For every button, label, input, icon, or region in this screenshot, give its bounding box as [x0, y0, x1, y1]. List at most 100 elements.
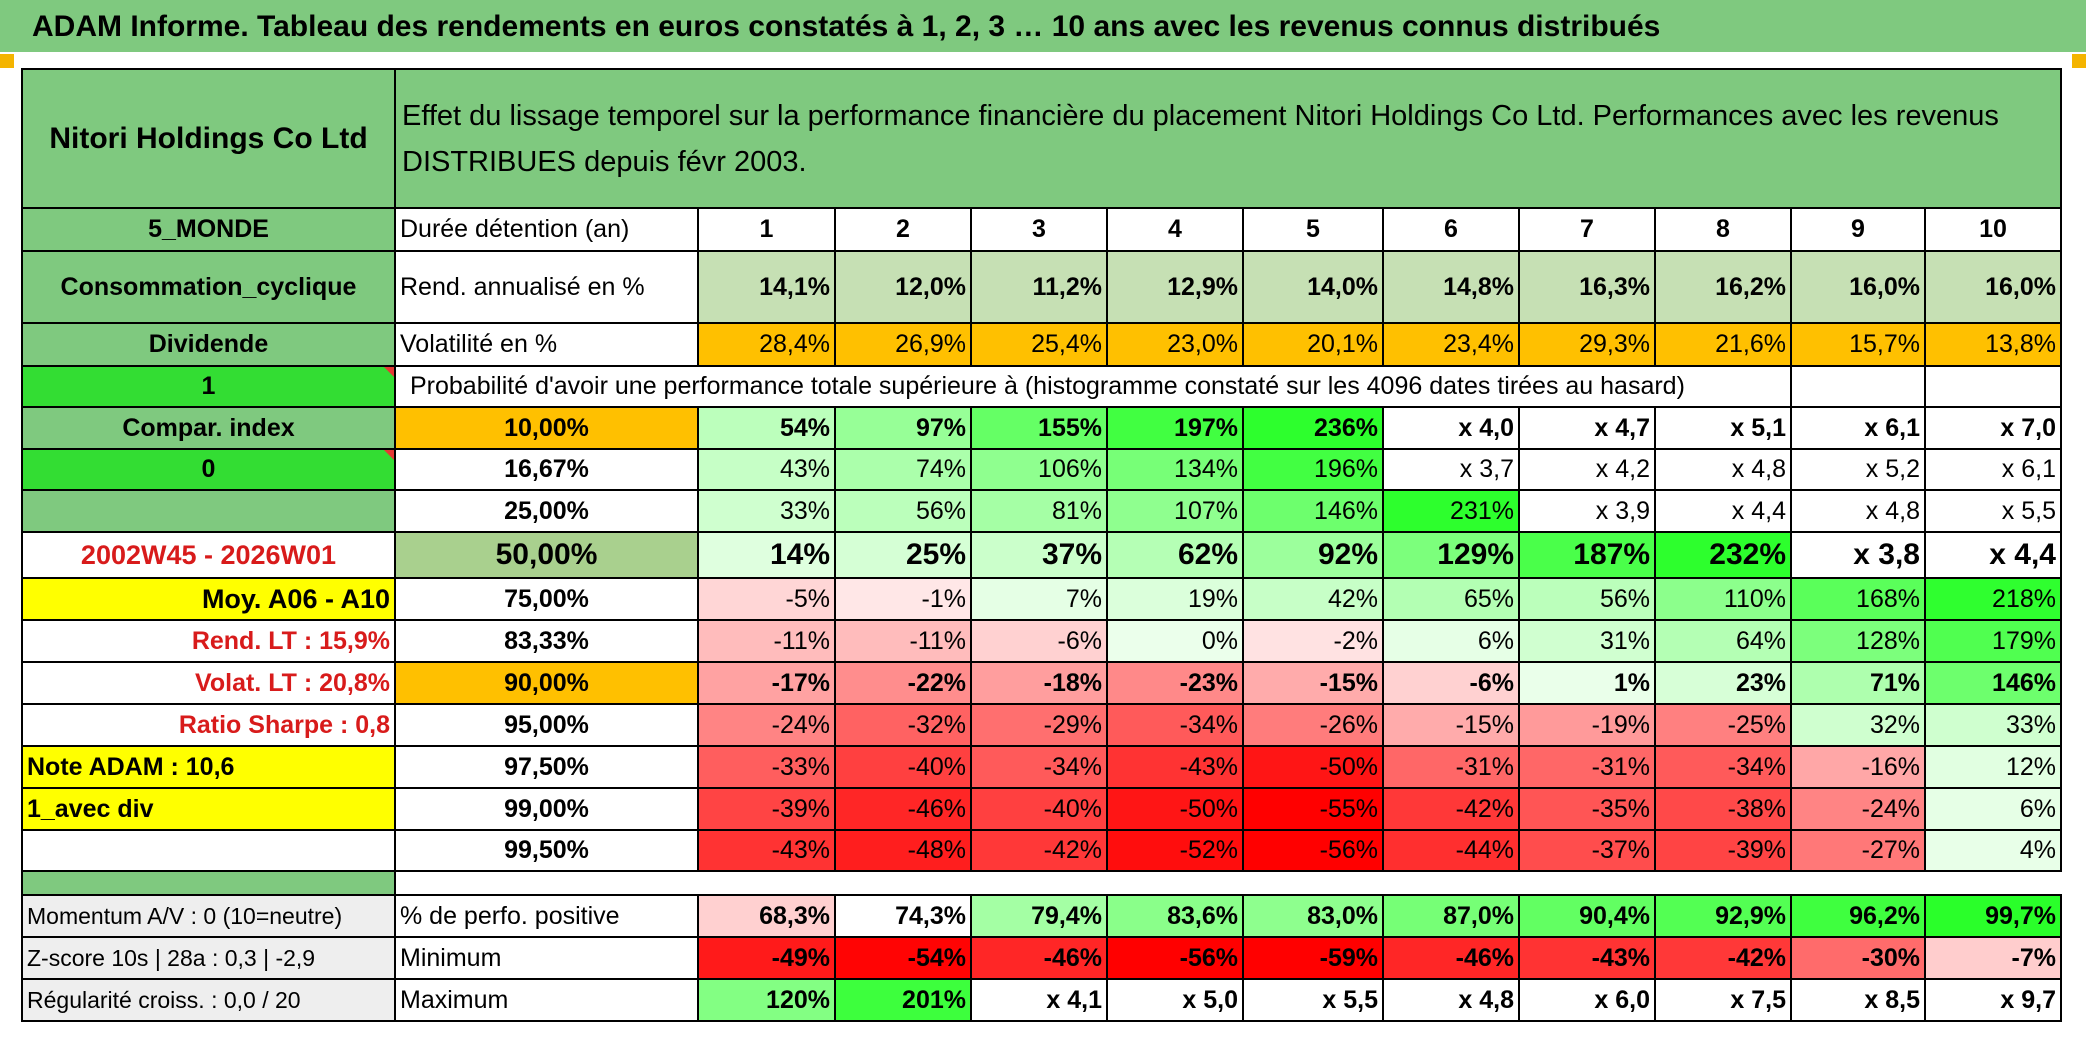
prob-value: -48%: [834, 829, 972, 872]
prob-value: 71%: [1790, 661, 1926, 705]
table-row: 99,50% -43% -48% -42% -52% -56% -44% -37% -39% -2…: [21, 829, 2062, 872]
table-row: Ratio Sharpe : 0,8 95,00% -24% -32% -29% -34%…: [21, 703, 2062, 747]
prob-value: 97%: [834, 406, 972, 450]
rend-value: 16,0%: [1924, 250, 2062, 324]
spacer: [395, 870, 2061, 896]
prob-value: 179%: [1924, 619, 2062, 663]
prob-value: 4%: [1924, 829, 2062, 872]
side-label: Rend. LT : 15,9%: [21, 619, 396, 663]
table-row: 1 Probabilité d'avoir une performance tot…: [21, 365, 2062, 408]
prob-value: 54%: [697, 406, 836, 450]
threshold-label: 99,00%: [394, 787, 699, 831]
rend-value: 12,9%: [1106, 250, 1244, 324]
year-header: 3: [970, 207, 1108, 252]
volat-value: 15,7%: [1790, 322, 1926, 367]
year-header: 4: [1106, 207, 1244, 252]
side-label: Compar. index: [21, 406, 396, 450]
prob-value: -40%: [970, 787, 1108, 831]
prob-value: 92%: [1242, 531, 1384, 579]
minimum-value: -49%: [697, 936, 836, 980]
table-row: Consommation_cyclique Rend. annualisé en …: [21, 250, 2062, 324]
prob-value: -24%: [1790, 787, 1926, 831]
prob-value: x 4,8: [1654, 448, 1792, 491]
table-row: Momentum A/V : 0 (10=neutre)% de perfo. …: [21, 894, 2062, 938]
prob-value: 25%: [834, 531, 972, 579]
table-row: 25,00% 33% 56% 81% 107% 146% 231% x 3,9 x 4,4 x 4…: [21, 489, 2062, 533]
prob-value: 106%: [970, 448, 1108, 491]
rend-value: 14,8%: [1382, 250, 1520, 324]
prob-value: x 4,0: [1382, 406, 1520, 450]
prob-value: -19%: [1518, 703, 1656, 747]
threshold-label: 99,50%: [394, 829, 699, 872]
volat-value: 23,4%: [1382, 322, 1520, 367]
side-label: Ratio Sharpe : 0,8: [21, 703, 396, 747]
prob-value: 107%: [1106, 489, 1244, 533]
regularite-label: Régularité croiss. : 0,0 / 20: [21, 978, 396, 1022]
prob-value: -43%: [697, 829, 836, 872]
prob-value: 31%: [1518, 619, 1656, 663]
maximum-value: x 4,8: [1382, 978, 1520, 1022]
prob-value: 187%: [1518, 531, 1656, 579]
volat-value: 13,8%: [1924, 322, 2062, 367]
minimum-value: -43%: [1518, 936, 1656, 980]
prob-value: -46%: [834, 787, 972, 831]
prob-value: 155%: [970, 406, 1108, 450]
prob-value: 64%: [1654, 619, 1792, 663]
side-label: [21, 489, 396, 533]
minimum-value: -54%: [834, 936, 972, 980]
threshold-label: 25,00%: [394, 489, 699, 533]
prob-value: -34%: [1106, 703, 1244, 747]
prob-value: x 5,2: [1790, 448, 1926, 491]
prob-value: 128%: [1790, 619, 1926, 663]
prob-value: -27%: [1790, 829, 1926, 872]
prob-value: 33%: [697, 489, 836, 533]
volat-value: 28,4%: [697, 322, 836, 367]
prob-value: 32%: [1790, 703, 1926, 747]
prob-value: -18%: [970, 661, 1108, 705]
prob-value: -6%: [1382, 661, 1520, 705]
prob-value: 236%: [1242, 406, 1384, 450]
minimum-label: Minimum: [394, 936, 699, 980]
maximum-value: x 6,0: [1518, 978, 1656, 1022]
pct-pos-value: 68,3%: [697, 894, 836, 938]
prob-value: -15%: [1242, 661, 1384, 705]
prob-value: -44%: [1382, 829, 1520, 872]
prob-value: x 4,4: [1924, 531, 2062, 579]
side-label: 0: [21, 448, 396, 491]
empty-cell: [1924, 365, 2062, 408]
volat-value: 25,4%: [970, 322, 1108, 367]
pct-pos-value: 74,3%: [834, 894, 972, 938]
momentum-label: Momentum A/V : 0 (10=neutre): [21, 894, 396, 938]
threshold-label: 75,00%: [394, 577, 699, 621]
threshold-label: 95,00%: [394, 703, 699, 747]
volat-value: 29,3%: [1518, 322, 1656, 367]
minimum-value: -42%: [1654, 936, 1792, 980]
prob-value: 197%: [1106, 406, 1244, 450]
prob-value: 56%: [834, 489, 972, 533]
table-row: 2002W45 - 2026W01 50,00% 14% 25% 37% 62% 92% 12…: [21, 531, 2062, 579]
minimum-value: -7%: [1924, 936, 2062, 980]
prob-value: -16%: [1790, 745, 1926, 789]
prob-value: x 3,9: [1518, 489, 1656, 533]
table-row: Régularité croiss. : 0,0 / 20 Maximum 120%…: [21, 978, 2062, 1022]
table-row: 0 16,67% 43% 74% 106% 134% 196% x 3,7 x 4,2 x 4,8…: [21, 448, 2062, 491]
prob-value: 74%: [834, 448, 972, 491]
description: Effet du lissage temporel sur la perform…: [394, 68, 2062, 209]
prob-value: -15%: [1382, 703, 1520, 747]
table-row: Rend. LT : 15,9% 83,33% -11% -11% -6% 0% -2% 6%…: [21, 619, 2062, 663]
side-label: Moy. A06 - A10: [21, 577, 396, 621]
volat-label: Volatilité en %: [394, 322, 699, 367]
pct-pos-value: 90,4%: [1518, 894, 1656, 938]
year-header: 2: [834, 207, 972, 252]
prob-value: 0%: [1106, 619, 1244, 663]
prob-value: -31%: [1382, 745, 1520, 789]
year-header: 7: [1518, 207, 1656, 252]
table-row: Note ADAM : 10,6 97,50% -33% -40% -34% -43% -5…: [21, 745, 2062, 789]
prob-value: 134%: [1106, 448, 1244, 491]
corner-marker: [0, 54, 14, 68]
prob-value: x 4,2: [1518, 448, 1656, 491]
spacer: [21, 870, 396, 896]
table-row: Volat. LT : 20,8% 90,00% -17% -22% -18% -23% -…: [21, 661, 2062, 705]
report-banner: ADAM Informe. Tableau des rendements en …: [0, 0, 2086, 54]
prob-value: x 6,1: [1790, 406, 1926, 450]
